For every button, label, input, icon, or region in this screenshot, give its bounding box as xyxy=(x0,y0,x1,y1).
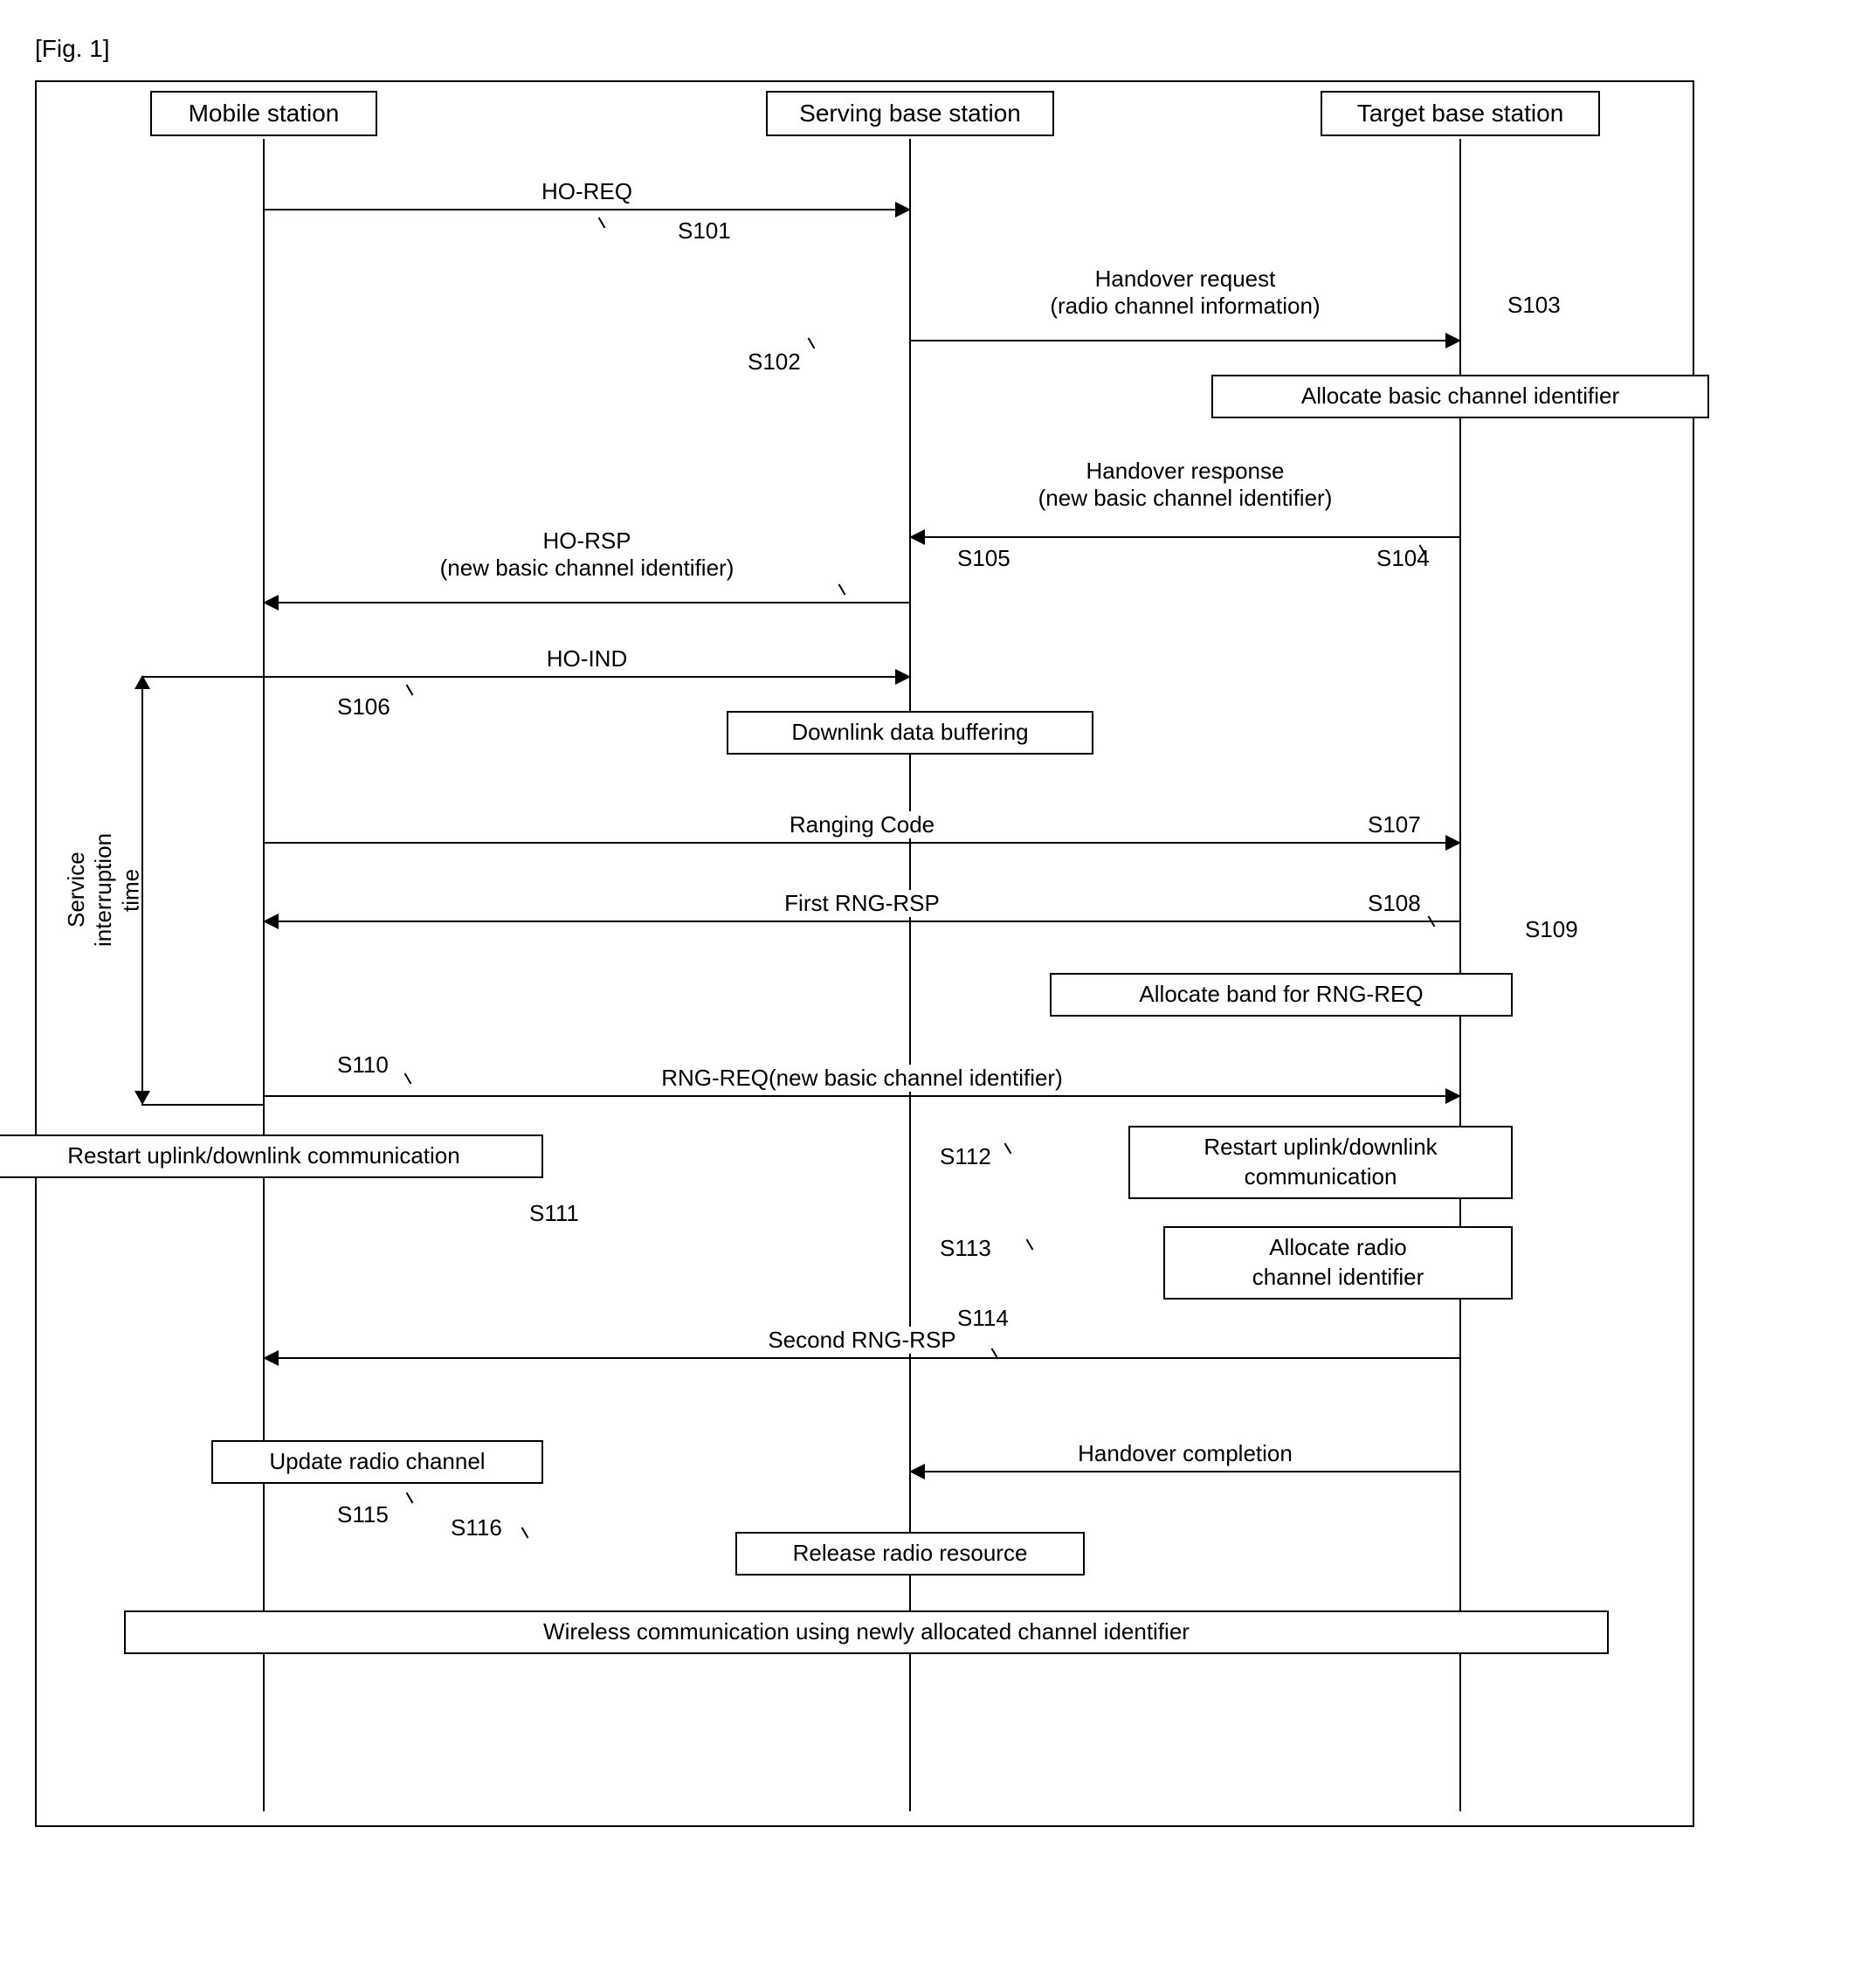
message-label: Handover request(radio channel informati… xyxy=(958,265,1412,320)
connector-tick xyxy=(838,583,846,595)
participant-sbs: Serving base station xyxy=(766,91,1054,136)
interval-cap xyxy=(141,676,264,678)
message-label: Handover completion xyxy=(958,1440,1412,1467)
connector-tick xyxy=(1026,1238,1034,1250)
message-arrow xyxy=(264,676,910,678)
step-label: S103 xyxy=(1504,292,1564,319)
connector-tick xyxy=(404,1072,412,1084)
message-arrow xyxy=(264,842,1460,844)
action-box: Wireless communication using newly alloc… xyxy=(124,1610,1609,1654)
step-label: S116 xyxy=(447,1514,506,1541)
step-label: S101 xyxy=(674,217,735,245)
connector-tick xyxy=(1004,1142,1012,1154)
message-label: Ranging Code xyxy=(635,811,1089,838)
action-box: Allocate band for RNG-REQ xyxy=(1050,973,1513,1017)
message-label: RNG-REQ(new basic channel identifier) xyxy=(635,1065,1089,1092)
action-box: Restart uplink/downlinkcommunication xyxy=(1128,1126,1513,1199)
participant-tbs: Target base station xyxy=(1321,91,1600,136)
step-label: S107 xyxy=(1364,811,1424,838)
message-label: HO-IND xyxy=(360,645,814,672)
figure-label: [Fig. 1] xyxy=(35,35,1841,63)
message-arrow xyxy=(264,1095,1460,1097)
connector-tick xyxy=(808,337,816,348)
participant-ms: Mobile station xyxy=(150,91,377,136)
action-box: Allocate radiochannel identifier xyxy=(1163,1226,1513,1300)
step-label: S113 xyxy=(936,1235,995,1262)
action-box: Restart uplink/downlink communication xyxy=(0,1134,543,1178)
message-arrow xyxy=(910,536,1460,538)
step-label: S102 xyxy=(744,348,804,376)
sequence-diagram: Mobile station Serving base station Target… xyxy=(35,80,1694,1827)
lifeline-ms xyxy=(263,139,265,1811)
connector-tick xyxy=(406,1492,414,1503)
step-label: S110 xyxy=(334,1052,392,1079)
message-label: Handover response(new basic channel iden… xyxy=(958,458,1412,512)
step-label: S104 xyxy=(1373,545,1433,572)
action-box: Downlink data buffering xyxy=(727,711,1093,755)
message-arrow xyxy=(910,1471,1460,1472)
message-label: HO-RSP(new basic channel identifier) xyxy=(360,528,814,582)
connector-tick xyxy=(521,1527,529,1538)
action-box: Update radio channel xyxy=(211,1440,543,1484)
step-label: S114 xyxy=(954,1305,1012,1332)
step-label: S109 xyxy=(1521,916,1582,943)
step-label: S105 xyxy=(954,545,1014,572)
connector-tick xyxy=(406,684,414,695)
message-label: HO-REQ xyxy=(360,178,814,205)
interval-label: Serviceinterruptiontime xyxy=(63,711,145,1069)
message-arrow xyxy=(264,1357,1460,1359)
message-arrow xyxy=(264,602,910,603)
step-label: S106 xyxy=(334,693,394,721)
message-arrow xyxy=(264,921,1460,922)
message-arrow xyxy=(264,209,910,210)
step-label: S108 xyxy=(1364,890,1424,917)
message-arrow xyxy=(910,340,1460,341)
action-box: Release radio resource xyxy=(735,1532,1085,1576)
step-label: S111 xyxy=(526,1200,583,1227)
message-label: Second RNG-RSP xyxy=(635,1327,1089,1354)
action-box: Allocate basic channel identifier xyxy=(1211,375,1709,418)
step-label: S112 xyxy=(936,1143,995,1170)
message-label: First RNG-RSP xyxy=(635,890,1089,917)
step-label: S115 xyxy=(334,1501,392,1528)
interval-cap xyxy=(141,1104,264,1106)
connector-tick xyxy=(598,217,606,228)
